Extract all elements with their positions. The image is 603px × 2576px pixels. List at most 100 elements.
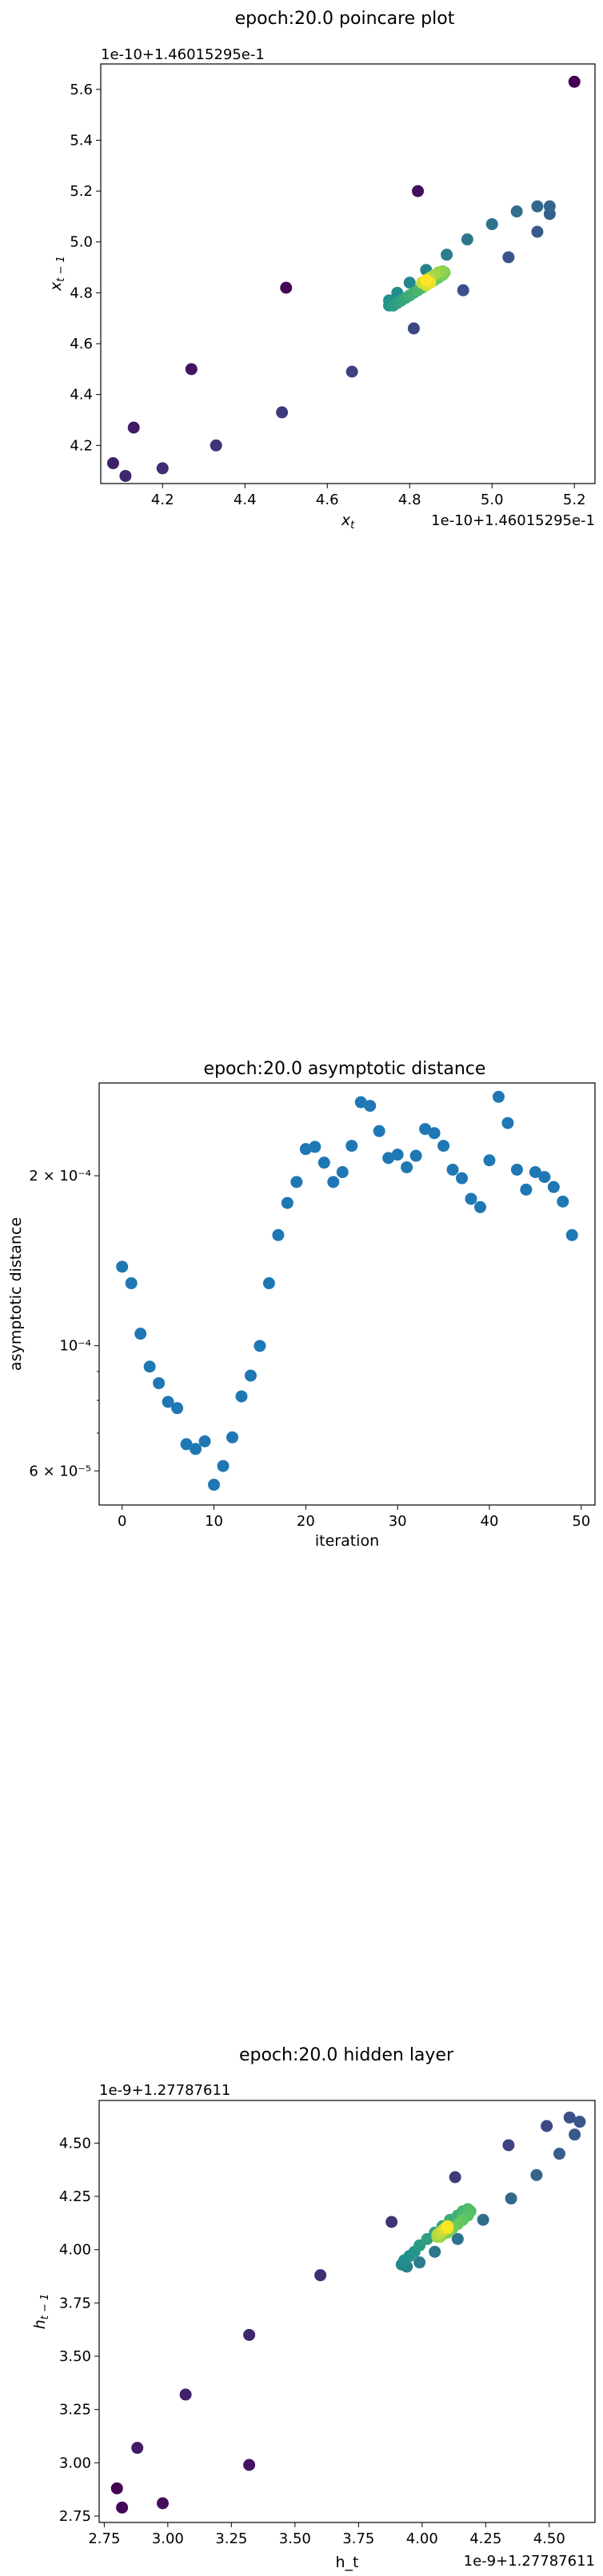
asymptotic-x-tick-label: 20 [297, 1513, 315, 1530]
hidden-layer-y-offset-label: 1e-9+1.27787611 [99, 2082, 230, 2099]
hidden-layer-point [243, 2459, 256, 2471]
asymptotic-axes-frame [98, 1082, 596, 1506]
hidden-layer-point [477, 2213, 489, 2226]
asymptotic-point [538, 1171, 551, 1184]
asymptotic-point [299, 1143, 312, 1156]
asymptotic-point [510, 1163, 523, 1176]
hidden-layer-point [449, 2171, 461, 2184]
asymptotic-point [171, 1402, 184, 1415]
hidden-layer-point [573, 2116, 586, 2128]
asymptotic-point [529, 1165, 541, 1178]
asymptotic-point [262, 1277, 275, 1290]
hidden-layer-y-tick-label: 3.75 [59, 2295, 91, 2311]
asymptotic-point [180, 1438, 193, 1451]
poincare-axes-frame [100, 63, 596, 484]
asymptotic-point [143, 1360, 156, 1373]
poincare-point [568, 75, 581, 88]
asymptotic-y-tick-label: 6 × 10⁻⁵ [29, 1463, 91, 1479]
hidden-layer-y-tick-label: 2.75 [59, 2508, 91, 2525]
hidden-layer-point [243, 2328, 256, 2341]
asymptotic-point [465, 1192, 477, 1205]
asymptotic-point [281, 1196, 294, 1209]
asymptotic-point [483, 1154, 496, 1167]
hidden-layer-point [385, 2216, 398, 2228]
poincare-point [156, 462, 169, 475]
asymptotic-chart: epoch:20.0 asymptotic distance 0 10 20 30 40… [7, 1059, 596, 1550]
poincare-point [502, 251, 515, 264]
hidden-layer-point [441, 2220, 454, 2232]
poincare-point [185, 363, 198, 376]
hidden-layer-chart: epoch:20.0 hidden layer 1e-9+1.27787611 … [31, 2045, 596, 2571]
hidden-layer-x-tick-label: 3.25 [215, 2530, 247, 2547]
asymptotic-points [116, 1090, 578, 1491]
asymptotic-point [446, 1163, 459, 1176]
asymptotic-x-label: iteration [315, 1532, 379, 1550]
poincare-point [420, 273, 433, 286]
hidden-layer-y-tick-label: 3.00 [59, 2455, 91, 2471]
poincare-x-tick-label: 4.4 [234, 492, 257, 508]
poincare-point [345, 365, 358, 378]
poincare-x-tick-label: 5.0 [481, 492, 504, 508]
asymptotic-point [125, 1277, 138, 1290]
poincare-point [441, 249, 453, 261]
poincare-title: epoch:20.0 poincare plot [235, 9, 455, 29]
asymptotic-point [162, 1395, 174, 1408]
hidden-layer-point [116, 2501, 129, 2514]
asymptotic-point [208, 1479, 221, 1491]
poincare-point [485, 217, 498, 230]
asymptotic-point [565, 1228, 578, 1241]
asymptotic-point [437, 1140, 450, 1153]
hidden-layer-y-tick-label: 3.25 [59, 2402, 91, 2419]
hidden-layer-point [314, 2269, 327, 2282]
poincare-x-ticks: 4.2 4.4 4.6 4.8 5.0 5.2 [151, 484, 586, 508]
hidden-layer-y-tick-label: 4.00 [59, 2242, 91, 2259]
asymptotic-point [354, 1096, 367, 1109]
poincare-point [531, 225, 544, 238]
poincare-point [403, 277, 416, 289]
asymptotic-point [235, 1390, 248, 1403]
hidden-layer-point [179, 2388, 192, 2401]
poincare-y-ticks: 4.2 4.4 4.6 4.8 5.0 5.2 5.4 5.6 [70, 82, 101, 454]
poincare-point [461, 233, 473, 246]
poincare-y-tick-label: 4.4 [70, 387, 93, 404]
poincare-x-offset-label: 1e-10+1.46015295e-1 [431, 512, 595, 529]
hidden-layer-point [530, 2168, 543, 2181]
asymptotic-title: epoch:20.0 asymptotic distance [204, 1059, 486, 1079]
asymptotic-point [419, 1123, 432, 1136]
hidden-layer-point [541, 2120, 553, 2132]
hidden-layer-point [505, 2192, 517, 2205]
asymptotic-point [198, 1435, 211, 1447]
asymptotic-point [217, 1459, 230, 1472]
poincare-point [127, 421, 140, 434]
poincare-x-tick-label: 4.2 [151, 492, 174, 508]
asymptotic-point [327, 1176, 340, 1188]
poincare-y-offset-label: 1e-10+1.46015295e-1 [101, 46, 265, 63]
asymptotic-point [336, 1165, 349, 1178]
poincare-point [457, 284, 469, 297]
asymptotic-point [409, 1149, 422, 1162]
asymptotic-y-tick-label: 10⁻⁴ [59, 1338, 91, 1355]
hidden-layer-points [110, 2111, 586, 2514]
asymptotic-point [473, 1200, 486, 1213]
asymptotic-point [501, 1117, 514, 1129]
poincare-point [276, 406, 289, 419]
asymptotic-point [190, 1443, 202, 1455]
asymptotic-point [290, 1176, 303, 1188]
hidden-layer-y-tick-label: 4.25 [59, 2188, 91, 2205]
poincare-point [543, 200, 556, 213]
hidden-layer-point [563, 2111, 576, 2124]
hidden-layer-point [131, 2442, 144, 2455]
asymptotic-y-label: asymptotic distance [7, 1217, 25, 1371]
hidden-layer-x-tick-label: 4.25 [469, 2530, 501, 2547]
poincare-point [412, 185, 425, 197]
asymptotic-y-ticks: 6 × 10⁻⁵ 10⁻⁴ 2 × 10⁻⁴ [29, 1168, 99, 1479]
hidden-layer-point [110, 2482, 123, 2494]
asymptotic-point [520, 1183, 533, 1196]
hidden-layer-x-tick-label: 3.50 [279, 2530, 311, 2547]
asymptotic-point [134, 1328, 147, 1340]
poincare-point [407, 322, 420, 335]
poincare-point [531, 200, 544, 213]
hidden-layer-x-tick-label: 3.00 [152, 2530, 184, 2547]
hidden-layer-x-offset-label: 1e-9+1.27787611 [464, 2553, 595, 2570]
